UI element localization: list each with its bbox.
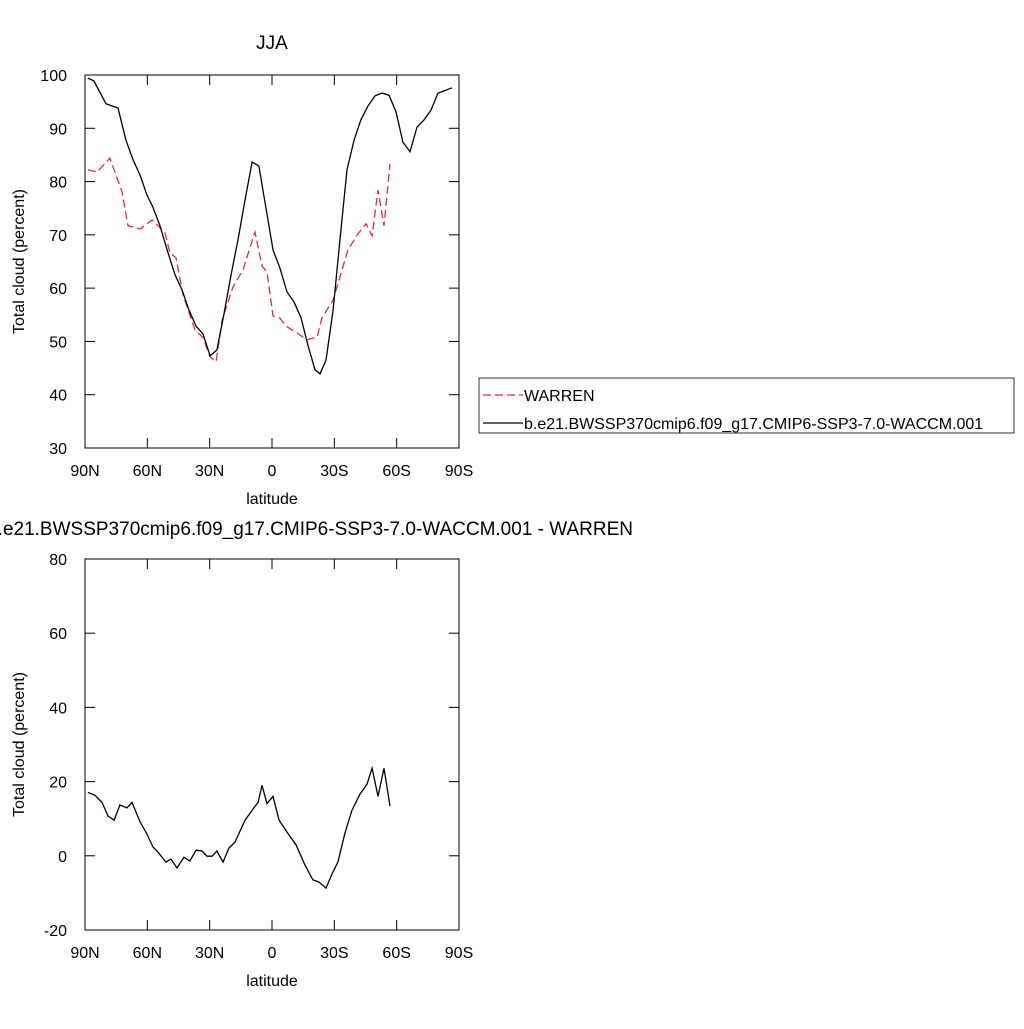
y-tick-label: 70 (49, 228, 67, 245)
y-tick-label: 40 (49, 700, 67, 717)
x-tick-label: 90S (445, 945, 473, 962)
x-tick-label: 90N (70, 945, 99, 962)
x-tick-label: 60N (133, 945, 162, 962)
x-tick-label: 30S (320, 463, 348, 480)
x-axis-label: latitude (246, 491, 298, 508)
legend-box (478, 377, 1015, 434)
x-tick-label: 30N (195, 945, 224, 962)
x-tick-label: 90N (70, 463, 99, 480)
x-tick-label: 60S (382, 463, 410, 480)
y-tick-label: 80 (49, 552, 67, 569)
x-tick-label: 0 (268, 945, 277, 962)
data-line (87, 77, 453, 375)
y-tick-label: 50 (49, 334, 67, 351)
y-tick-label: 100 (40, 68, 67, 85)
y-tick-label: -20 (44, 923, 67, 940)
x-tick-label: 30S (320, 945, 348, 962)
y-tick-label: 30 (49, 441, 67, 458)
x-tick-label: 0 (268, 463, 277, 480)
x-tick-label: 30N (195, 463, 224, 480)
y-axis-label: Total cloud (percent) (11, 672, 28, 817)
chart-title: b.e21.BWSSP370cmip6.f09_g17.CMIP6-SSP3-7… (0, 519, 633, 540)
x-tick-label: 60S (382, 945, 410, 962)
y-tick-label: 20 (49, 775, 67, 792)
y-tick-label: 60 (49, 281, 67, 298)
data-line (87, 765, 391, 890)
x-tick-label: 60N (133, 463, 162, 480)
y-tick-label: 40 (49, 388, 67, 405)
y-tick-label: 80 (49, 175, 67, 192)
chart-title: JJA (256, 33, 288, 54)
y-tick-label: 60 (49, 626, 67, 643)
legend-label: WARREN (524, 388, 595, 405)
plot-frame (84, 74, 460, 449)
legend-label: b.e21.BWSSP370cmip6.f09_g17.CMIP6-SSP3-7… (524, 416, 983, 433)
y-axis-label: Total cloud (percent) (11, 189, 28, 334)
data-line (87, 156, 391, 363)
plot-frame (84, 558, 460, 931)
y-tick-label: 0 (58, 849, 67, 866)
x-tick-label: 90S (445, 463, 473, 480)
x-axis-label: latitude (246, 973, 298, 990)
y-tick-label: 90 (49, 121, 67, 138)
